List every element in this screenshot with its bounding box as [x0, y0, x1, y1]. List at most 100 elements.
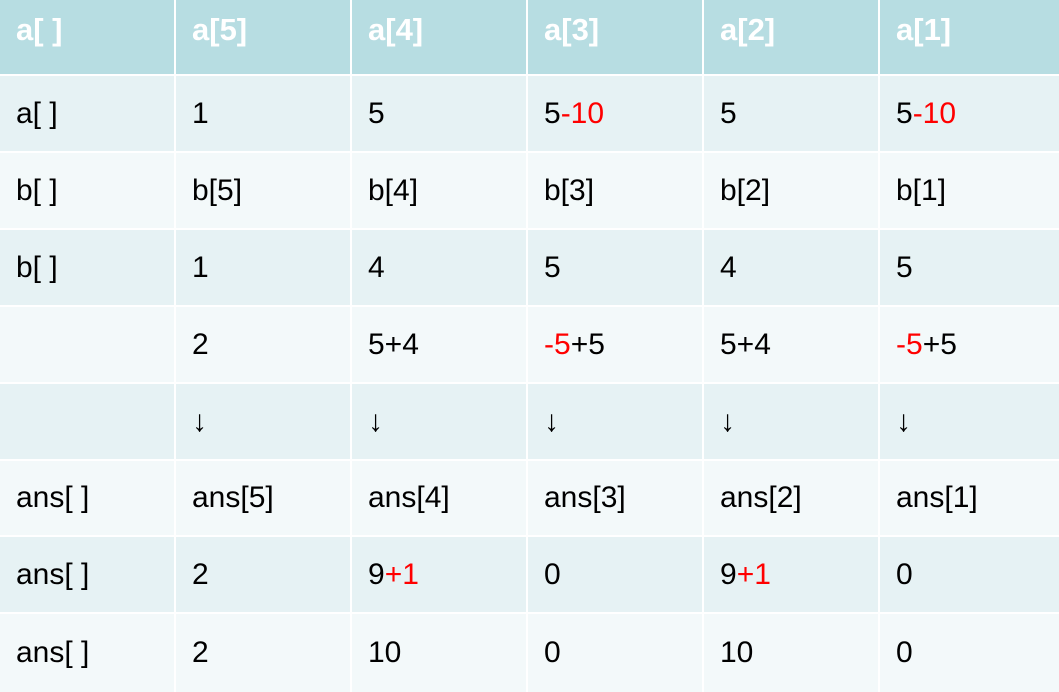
row-label-cell: a[ ]: [0, 76, 176, 153]
cell-value: b[1]: [896, 173, 947, 207]
highlighted-value: -5: [544, 327, 571, 361]
header-cell: a[1]: [880, 0, 1059, 76]
cell-value: +5: [922, 327, 957, 361]
cell-value: 10: [720, 636, 754, 669]
table-cell: 5+4: [704, 307, 880, 384]
highlighted-value: -10: [912, 96, 957, 130]
header-cell: a[5]: [176, 0, 352, 76]
table-cell: 0: [528, 614, 704, 692]
table-cell: 1: [176, 230, 352, 307]
cell-value: ↓: [368, 404, 383, 438]
table-cell: ans[4]: [352, 461, 528, 537]
table-cell: 2: [176, 307, 352, 384]
table-cell: ↓: [880, 384, 1059, 461]
row-label-cell: ans[ ]: [0, 537, 176, 614]
row-label-cell: ans[ ]: [0, 461, 176, 537]
header-cell: a[2]: [704, 0, 880, 76]
table-cell: ↓: [176, 384, 352, 461]
highlighted-value: +1: [736, 557, 771, 591]
table-cell: 5 -10: [528, 76, 704, 153]
cell-value: ans[ ]: [16, 481, 90, 514]
cell-value: ans[3]: [544, 481, 626, 514]
cell-value: ↓: [896, 404, 911, 438]
table-cell: ans[1]: [880, 461, 1059, 537]
table-cell: 0: [528, 537, 704, 614]
table-cell: 0: [880, 614, 1059, 692]
table-cell: b[2]: [704, 153, 880, 230]
cell-value: 4: [368, 250, 385, 284]
cell-value: ↓: [192, 404, 207, 438]
table-cell: b[5]: [176, 153, 352, 230]
cell-value: 9: [720, 557, 737, 591]
table-cell: 0: [880, 537, 1059, 614]
cell-value: +5: [570, 327, 605, 361]
cell-value: 0: [896, 557, 913, 591]
cell-value: b[5]: [192, 173, 243, 207]
header-label: a[4]: [368, 12, 424, 47]
cell-value: 5: [896, 96, 913, 130]
table-cell: 9 +1: [352, 537, 528, 614]
cell-value: 5: [544, 96, 561, 130]
cell-value: ↓: [544, 404, 559, 438]
cell-value: b[3]: [544, 173, 595, 207]
table-cell: 5: [528, 230, 704, 307]
cell-value: a[ ]: [16, 96, 58, 130]
table-cell: 4: [704, 230, 880, 307]
cell-value: 0: [896, 636, 913, 669]
highlighted-value: +1: [384, 557, 419, 591]
table-cell: ↓: [352, 384, 528, 461]
table-cell: b[4]: [352, 153, 528, 230]
cell-value: ans[5]: [192, 481, 274, 514]
cell-value: 10: [368, 636, 402, 669]
cell-value: 5: [544, 250, 561, 284]
table-cell: 5: [880, 230, 1059, 307]
cell-value: ans[2]: [720, 481, 802, 514]
cell-value: 2: [192, 557, 209, 591]
cell-value: 2: [192, 327, 209, 361]
table-cell: 4: [352, 230, 528, 307]
row-label-cell: b[ ]: [0, 230, 176, 307]
header-cell: a[3]: [528, 0, 704, 76]
cell-value: ans[ ]: [16, 557, 90, 591]
cell-value: b[2]: [720, 173, 771, 207]
header-label: a[3]: [544, 12, 600, 47]
table-cell: 10: [352, 614, 528, 692]
table-cell: ↓: [704, 384, 880, 461]
header-label: a[ ]: [16, 12, 63, 47]
table-cell: 2: [176, 614, 352, 692]
table-cell: ↓: [528, 384, 704, 461]
table-cell: ans[2]: [704, 461, 880, 537]
highlighted-value: -5: [896, 327, 923, 361]
cell-value: 1: [192, 250, 209, 284]
table-cell: 1: [176, 76, 352, 153]
cell-value: 5: [720, 96, 737, 130]
table-cell: 5 -10: [880, 76, 1059, 153]
highlighted-value: -10: [560, 96, 605, 130]
row-label-cell: b[ ]: [0, 153, 176, 230]
table-cell: ans[3]: [528, 461, 704, 537]
cell-value: 0: [544, 636, 561, 669]
cell-value: 5: [896, 250, 913, 284]
table-cell: b[1]: [880, 153, 1059, 230]
cell-value: 5: [368, 96, 385, 130]
cell-value: ans[1]: [896, 481, 978, 514]
cell-value: ans[4]: [368, 481, 450, 514]
row-label-cell: [0, 384, 176, 461]
cell-value: b[4]: [368, 173, 419, 207]
row-label-cell: [0, 307, 176, 384]
table-cell: 5: [704, 76, 880, 153]
table-cell: 2: [176, 537, 352, 614]
cell-value: 0: [544, 557, 561, 591]
header-label: a[2]: [720, 12, 776, 47]
header-cell: a[4]: [352, 0, 528, 76]
cell-value: ↓: [720, 404, 735, 438]
row-label-cell: ans[ ]: [0, 614, 176, 692]
table-cell: 10: [704, 614, 880, 692]
table-cell: -5 +5: [880, 307, 1059, 384]
cell-value: ans[ ]: [16, 636, 90, 669]
header-cell: a[ ]: [0, 0, 176, 76]
header-label: a[5]: [192, 12, 248, 47]
header-label: a[1]: [896, 12, 952, 47]
table-cell: ans[5]: [176, 461, 352, 537]
